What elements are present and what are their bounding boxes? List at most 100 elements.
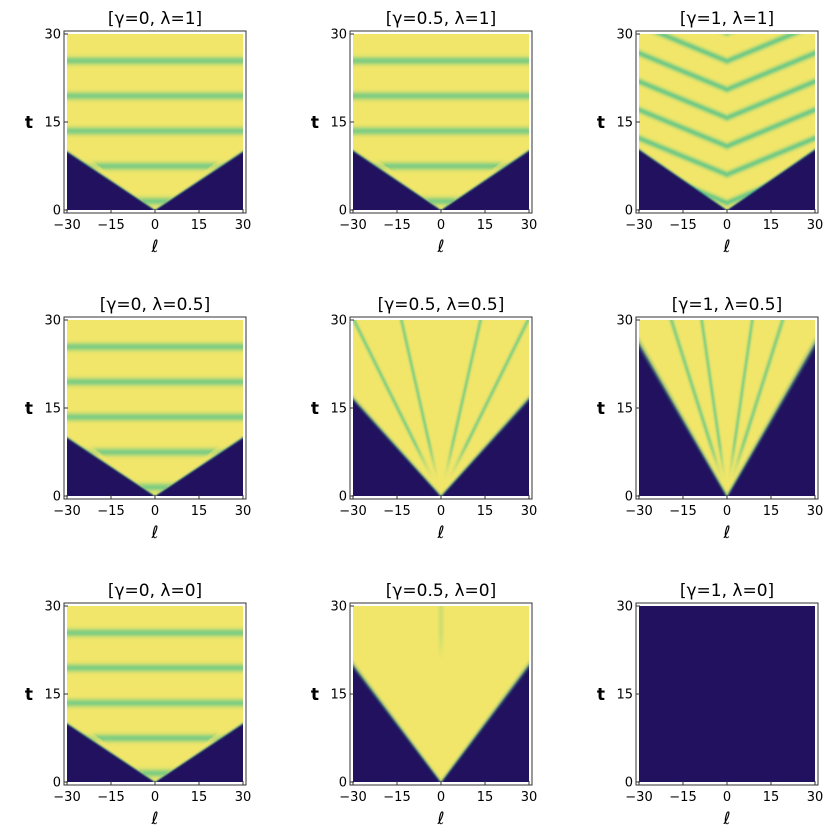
y-tick-label: 0 xyxy=(339,776,347,791)
x-tick-label: 15 xyxy=(191,218,208,233)
panel-title: [γ=0.5, λ=0.5] xyxy=(378,295,505,315)
y-axis-label: t xyxy=(311,113,319,133)
x-tick-label: 30 xyxy=(807,504,824,519)
y-tick-label: 30 xyxy=(616,600,633,615)
y-axis-label: t xyxy=(25,113,33,133)
y-tick-label: 15 xyxy=(616,116,633,131)
x-tick-label: −15 xyxy=(97,218,124,233)
x-axis-label: ℓ xyxy=(150,523,158,543)
x-tick-label: −30 xyxy=(53,790,80,805)
heatmap-image xyxy=(67,320,243,496)
x-tick-label: 15 xyxy=(191,504,208,519)
x-tick-label: 15 xyxy=(763,790,780,805)
panel-title: [γ=0, λ=0] xyxy=(108,581,202,601)
x-tick-label: −15 xyxy=(669,504,696,519)
y-tick-label: 0 xyxy=(625,204,633,219)
panel-title: [γ=1, λ=0] xyxy=(680,581,774,601)
x-tick-label: 0 xyxy=(437,790,445,805)
y-axis-label: t xyxy=(597,399,605,419)
y-tick-label: 15 xyxy=(330,402,347,417)
panel-3: [γ=1, λ=1] −30 −15 0 15 30 0 15 30 ℓ t xyxy=(597,9,823,257)
x-tick-label: −30 xyxy=(339,790,366,805)
y-tick-label: 0 xyxy=(53,204,61,219)
x-tick-label: −30 xyxy=(625,790,652,805)
panel-2: [γ=0.5, λ=1] −30 −15 0 15 30 0 15 30 ℓ t xyxy=(311,9,537,257)
y-tick-label: 15 xyxy=(44,688,61,703)
heatmap-image xyxy=(353,606,529,782)
x-tick-label: 15 xyxy=(477,504,494,519)
x-axis-label: ℓ xyxy=(436,237,444,257)
heatmap-image xyxy=(639,606,815,782)
x-tick-label: 0 xyxy=(151,790,159,805)
x-tick-label: 30 xyxy=(521,790,538,805)
x-tick-label: −15 xyxy=(97,504,124,519)
y-tick-label: 15 xyxy=(44,116,61,131)
panel-title: [γ=1, λ=1] xyxy=(680,9,774,29)
x-tick-label: −30 xyxy=(53,218,80,233)
x-tick-label: 0 xyxy=(723,504,731,519)
x-tick-label: −30 xyxy=(339,504,366,519)
x-tick-label: −30 xyxy=(625,504,652,519)
x-tick-label: −30 xyxy=(625,218,652,233)
x-tick-label: 0 xyxy=(437,504,445,519)
panel-8: [γ=0.5, λ=0] −30 −15 0 15 30 0 15 30 ℓ t xyxy=(311,581,537,829)
panel-title: [γ=0.5, λ=1] xyxy=(386,9,497,29)
x-tick-label: −30 xyxy=(339,218,366,233)
heatmap-image xyxy=(353,320,529,496)
x-tick-label: 0 xyxy=(723,218,731,233)
panel-7: [γ=0, λ=0] −30 −15 0 15 30 0 15 30 ℓ t xyxy=(25,581,251,829)
y-tick-label: 15 xyxy=(616,402,633,417)
y-tick-label: 0 xyxy=(53,490,61,505)
x-tick-label: 30 xyxy=(235,504,252,519)
y-tick-label: 15 xyxy=(330,688,347,703)
panel-title: [γ=0.5, λ=0] xyxy=(386,581,497,601)
heatmap-image xyxy=(67,34,243,210)
x-tick-label: 0 xyxy=(437,218,445,233)
y-tick-label: 0 xyxy=(339,490,347,505)
x-tick-label: 15 xyxy=(477,218,494,233)
x-tick-label: 30 xyxy=(807,218,824,233)
x-tick-label: 30 xyxy=(235,790,252,805)
x-tick-label: 15 xyxy=(477,790,494,805)
heatmap-image xyxy=(639,320,815,496)
y-tick-label: 0 xyxy=(625,490,633,505)
panel-1: [γ=0, λ=1] −30 −15 0 15 30 0 15 30 ℓ t xyxy=(25,9,251,257)
x-tick-label: 15 xyxy=(763,218,780,233)
x-tick-label: 30 xyxy=(521,504,538,519)
y-tick-label: 30 xyxy=(330,600,347,615)
x-tick-label: 15 xyxy=(763,504,780,519)
x-tick-label: 15 xyxy=(191,790,208,805)
y-tick-label: 15 xyxy=(616,688,633,703)
x-tick-label: 30 xyxy=(521,218,538,233)
x-tick-label: −30 xyxy=(53,504,80,519)
y-axis-label: t xyxy=(597,113,605,133)
x-axis-label: ℓ xyxy=(722,523,730,543)
x-axis-label: ℓ xyxy=(722,809,730,829)
x-tick-label: −15 xyxy=(383,504,410,519)
x-axis-label: ℓ xyxy=(436,523,444,543)
x-tick-label: −15 xyxy=(669,790,696,805)
y-tick-label: 30 xyxy=(616,28,633,43)
y-tick-label: 30 xyxy=(330,314,347,329)
panel-title: [γ=0, λ=0.5] xyxy=(100,295,211,315)
y-axis-label: t xyxy=(25,685,33,705)
panel-9: [γ=1, λ=0] −30 −15 0 15 30 0 15 30 ℓ t xyxy=(597,581,823,829)
x-axis-label: ℓ xyxy=(150,809,158,829)
y-tick-label: 15 xyxy=(44,402,61,417)
y-tick-label: 30 xyxy=(330,28,347,43)
y-axis-label: t xyxy=(311,685,319,705)
heatmap-image xyxy=(67,606,243,782)
x-axis-label: ℓ xyxy=(722,237,730,257)
y-tick-label: 30 xyxy=(44,28,61,43)
panel-4: [γ=0, λ=0.5] −30 −15 0 15 30 0 15 30 ℓ t xyxy=(25,295,251,543)
y-axis-label: t xyxy=(311,399,319,419)
x-tick-label: −15 xyxy=(669,218,696,233)
y-tick-label: 0 xyxy=(53,776,61,791)
y-tick-label: 0 xyxy=(339,204,347,219)
x-tick-label: 0 xyxy=(151,218,159,233)
x-tick-label: −15 xyxy=(383,790,410,805)
x-tick-label: −15 xyxy=(97,790,124,805)
heatmap-image xyxy=(639,34,815,210)
y-tick-label: 30 xyxy=(616,314,633,329)
